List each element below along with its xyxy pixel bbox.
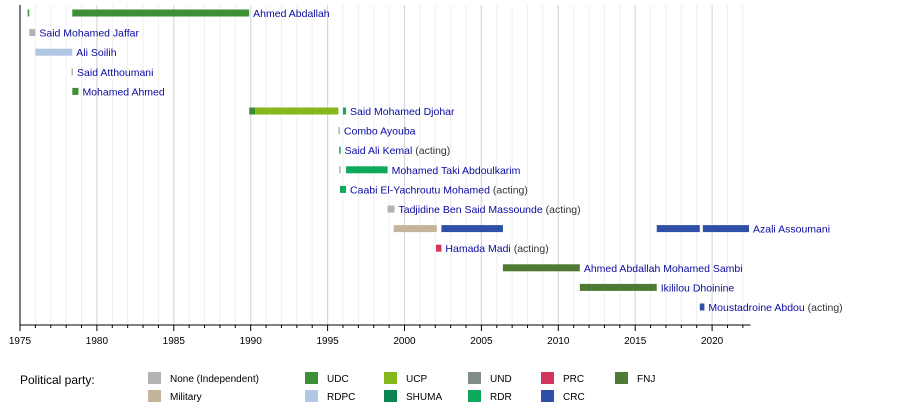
president-name[interactable]: Ali Soilih bbox=[76, 47, 116, 59]
president-name[interactable]: Hamada Madi bbox=[445, 243, 510, 255]
president-name[interactable]: Ikililou Dhoinine bbox=[661, 282, 735, 294]
x-tick-label: 2010 bbox=[547, 336, 570, 347]
x-tick-label: 1975 bbox=[9, 336, 32, 347]
legend-label-fnj: FNJ bbox=[637, 374, 655, 385]
term-bar-crc bbox=[441, 225, 503, 233]
legend-swatch-udc bbox=[305, 372, 318, 384]
president-name-label: Ahmed Abdallah bbox=[253, 8, 330, 20]
name-labels: Ahmed Abdallah Said Mohamed Jaffar Ali Soi… bbox=[39, 8, 842, 314]
legend-swatch-rdr bbox=[468, 390, 481, 402]
acting-note: (acting) bbox=[805, 302, 843, 314]
president-name[interactable]: Said Mohamed Djohar bbox=[350, 106, 455, 118]
term-bar-none bbox=[387, 205, 395, 213]
legend-swatch-crc bbox=[541, 390, 554, 402]
president-name-label: Tadjidine Ben Said Massounde (acting) bbox=[399, 204, 581, 216]
president-name[interactable]: Caabi El-Yachroutu Mohamed bbox=[350, 184, 490, 196]
president-name-label: Caabi El-Yachroutu Mohamed (acting) bbox=[350, 184, 528, 196]
term-bar-crc bbox=[656, 225, 700, 233]
president-name-label: Hamada Madi (acting) bbox=[445, 243, 548, 255]
acting-note: (acting) bbox=[511, 243, 549, 255]
term-bar-prc bbox=[436, 244, 442, 252]
legend-swatch-rdpc bbox=[305, 390, 318, 402]
president-name[interactable]: Tadjidine Ben Said Massounde bbox=[399, 204, 543, 216]
term-bar-udc bbox=[72, 9, 250, 17]
president-name-label: Said Ali Kemal (acting) bbox=[345, 145, 451, 157]
legend-swatch-und bbox=[468, 372, 481, 384]
term-bar-none bbox=[71, 68, 74, 76]
acting-note: (acting) bbox=[490, 184, 528, 196]
president-name-label: Said Atthoumani bbox=[77, 67, 153, 79]
legend-label-ucp: UCP bbox=[406, 374, 427, 385]
president-name-label: Mohamed Taki Abdoulkarim bbox=[392, 165, 521, 177]
term-bar-rdpc bbox=[35, 48, 73, 56]
president-name[interactable]: Said Mohamed Jaffar bbox=[39, 28, 139, 40]
grid bbox=[19, 5, 744, 325]
term-bar-none bbox=[338, 127, 340, 135]
x-tick-label: 1995 bbox=[316, 336, 339, 347]
term-bar-rdr bbox=[339, 185, 347, 193]
legend-swatch-military bbox=[148, 390, 161, 402]
term-bar-military bbox=[393, 225, 437, 233]
president-name[interactable]: Azali Assoumani bbox=[753, 224, 830, 236]
president-name-label: Mohamed Ahmed bbox=[82, 86, 164, 98]
legend-swatch-prc bbox=[541, 372, 554, 384]
acting-note: (acting) bbox=[543, 204, 581, 216]
term-bar-fnj bbox=[502, 264, 580, 272]
president-name-label: Said Mohamed Jaffar bbox=[39, 28, 139, 40]
president-name-label: Combo Ayouba bbox=[344, 126, 416, 138]
legend-title: Political party: bbox=[20, 373, 95, 387]
term-bar-rdr bbox=[346, 166, 388, 174]
x-tick-label: 1990 bbox=[240, 336, 263, 347]
legend-label-none: None (Independent) bbox=[170, 374, 259, 385]
president-name[interactable]: Mohamed Ahmed bbox=[82, 86, 164, 98]
president-name-label: Azali Assoumani bbox=[753, 224, 830, 236]
term-bar-crc bbox=[702, 225, 750, 233]
legend-swatch-ucp bbox=[384, 372, 397, 384]
x-tick-label: 1985 bbox=[163, 336, 186, 347]
term-bar-udc bbox=[27, 9, 30, 17]
x-tick-label: 2015 bbox=[624, 336, 647, 347]
president-name[interactable]: Mohamed Taki Abdoulkarim bbox=[392, 165, 521, 177]
term-bar-rdr bbox=[339, 146, 341, 154]
legend-label-rdpc: RDPC bbox=[327, 392, 355, 403]
term-bar-ucp bbox=[255, 107, 339, 115]
term-bar-udc bbox=[249, 107, 256, 115]
president-name-label: Said Mohamed Djohar bbox=[350, 106, 455, 118]
x-tick-label: 2005 bbox=[470, 336, 493, 347]
bars bbox=[27, 9, 750, 311]
legend-label-shuma: SHUMA bbox=[406, 392, 442, 403]
president-name[interactable]: Moustadroine Abdou bbox=[708, 302, 804, 314]
term-bar-rdr bbox=[342, 107, 347, 115]
president-name-label: Ahmed Abdallah Mohamed Sambi bbox=[584, 263, 743, 275]
term-bar-none bbox=[339, 166, 341, 174]
president-name[interactable]: Said Atthoumani bbox=[77, 67, 153, 79]
president-name[interactable]: Ahmed Abdallah bbox=[253, 8, 330, 20]
acting-note: (acting) bbox=[412, 145, 450, 157]
x-tick-label: 2020 bbox=[701, 336, 724, 347]
term-bar-crc bbox=[699, 303, 705, 311]
legend-label-military: Military bbox=[170, 392, 202, 403]
legend-label-crc: CRC bbox=[563, 392, 585, 403]
president-name-label: Ali Soilih bbox=[76, 47, 116, 59]
president-name[interactable]: Said Ali Kemal bbox=[345, 145, 413, 157]
x-tick-label: 1980 bbox=[86, 336, 109, 347]
legend-swatch-none bbox=[148, 372, 161, 384]
term-bar-udc bbox=[72, 87, 79, 95]
x-axis: 1975 1980 1985 1990 1995 2000 2005 2010 2015 2020 bbox=[9, 5, 751, 347]
term-bar-fnj bbox=[579, 283, 657, 291]
legend: Political party: None (Independent) Milita… bbox=[20, 372, 655, 403]
president-name-label: Ikililou Dhoinine bbox=[661, 282, 735, 294]
president-name[interactable]: Ahmed Abdallah Mohamed Sambi bbox=[584, 263, 743, 275]
legend-label-und: UND bbox=[490, 374, 512, 385]
term-bar-none bbox=[29, 29, 36, 37]
legend-swatch-shuma bbox=[384, 390, 397, 402]
president-name-label: Moustadroine Abdou (acting) bbox=[708, 302, 842, 314]
president-name[interactable]: Combo Ayouba bbox=[344, 126, 416, 138]
legend-label-rdr: RDR bbox=[490, 392, 512, 403]
legend-label-prc: PRC bbox=[563, 374, 584, 385]
x-tick-label: 2000 bbox=[393, 336, 416, 347]
legend-swatch-fnj bbox=[615, 372, 628, 384]
legend-label-udc: UDC bbox=[327, 374, 349, 385]
